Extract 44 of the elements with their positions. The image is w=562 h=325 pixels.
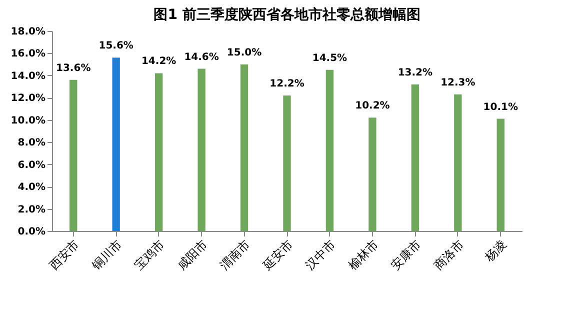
- bar: [112, 58, 120, 231]
- bar: [70, 80, 78, 231]
- y-tick-label: 8.0%: [18, 138, 46, 149]
- bar: [240, 64, 248, 231]
- data-label: 12.2%: [270, 78, 304, 90]
- data-label: 10.2%: [355, 100, 390, 112]
- x-tick-label: 汉中市: [302, 237, 338, 272]
- x-tick-label: 咸阳市: [174, 237, 210, 272]
- x-tick-label: 西安市: [46, 237, 82, 272]
- y-tick-label: 6.0%: [18, 160, 46, 171]
- y-tick-label: 4.0%: [18, 182, 46, 194]
- y-tick-label: 0.0%: [18, 226, 46, 238]
- y-tick-label: 12.0%: [10, 93, 46, 104]
- y-tick-label: 2.0%: [18, 204, 46, 216]
- bar: [496, 118, 504, 231]
- bar: [154, 73, 163, 231]
- data-label: 10.1%: [483, 102, 518, 113]
- y-tick-label: 18.0%: [10, 26, 46, 38]
- bar: [411, 84, 420, 231]
- data-label: 15.6%: [98, 40, 134, 52]
- data-label: 12.3%: [440, 77, 476, 88]
- x-tick-label: 宝鸡市: [132, 237, 168, 272]
- y-tick-label: 16.0%: [10, 48, 46, 60]
- data-label: 13.6%: [56, 62, 91, 74]
- data-label: 13.2%: [398, 67, 433, 78]
- y-tick-label: 14.0%: [10, 70, 46, 82]
- chart-title: 图1 前三季度陕西省各地市社零总额增幅图: [154, 6, 420, 23]
- data-label: 14.6%: [184, 52, 219, 63]
- x-tick-label: 杨凌: [482, 237, 510, 265]
- x-tick-label: 安康市: [388, 237, 424, 272]
- x-tick-label: 渭南市: [217, 237, 253, 272]
- y-tick-label: 10.0%: [10, 115, 46, 126]
- bar: [326, 70, 334, 231]
- data-label: 14.5%: [312, 52, 348, 64]
- bar: [198, 68, 206, 231]
- x-tick-label: 榆林市: [346, 237, 381, 272]
- data-label: 15.0%: [226, 47, 262, 58]
- x-tick-label: 商洛市: [431, 237, 466, 272]
- bar: [283, 95, 291, 231]
- bar: [368, 118, 376, 231]
- x-tick-label: 延安市: [259, 237, 296, 274]
- x-tick-label: 铜川市: [88, 237, 125, 274]
- bar: [454, 94, 462, 231]
- data-label: 14.2%: [141, 56, 176, 68]
